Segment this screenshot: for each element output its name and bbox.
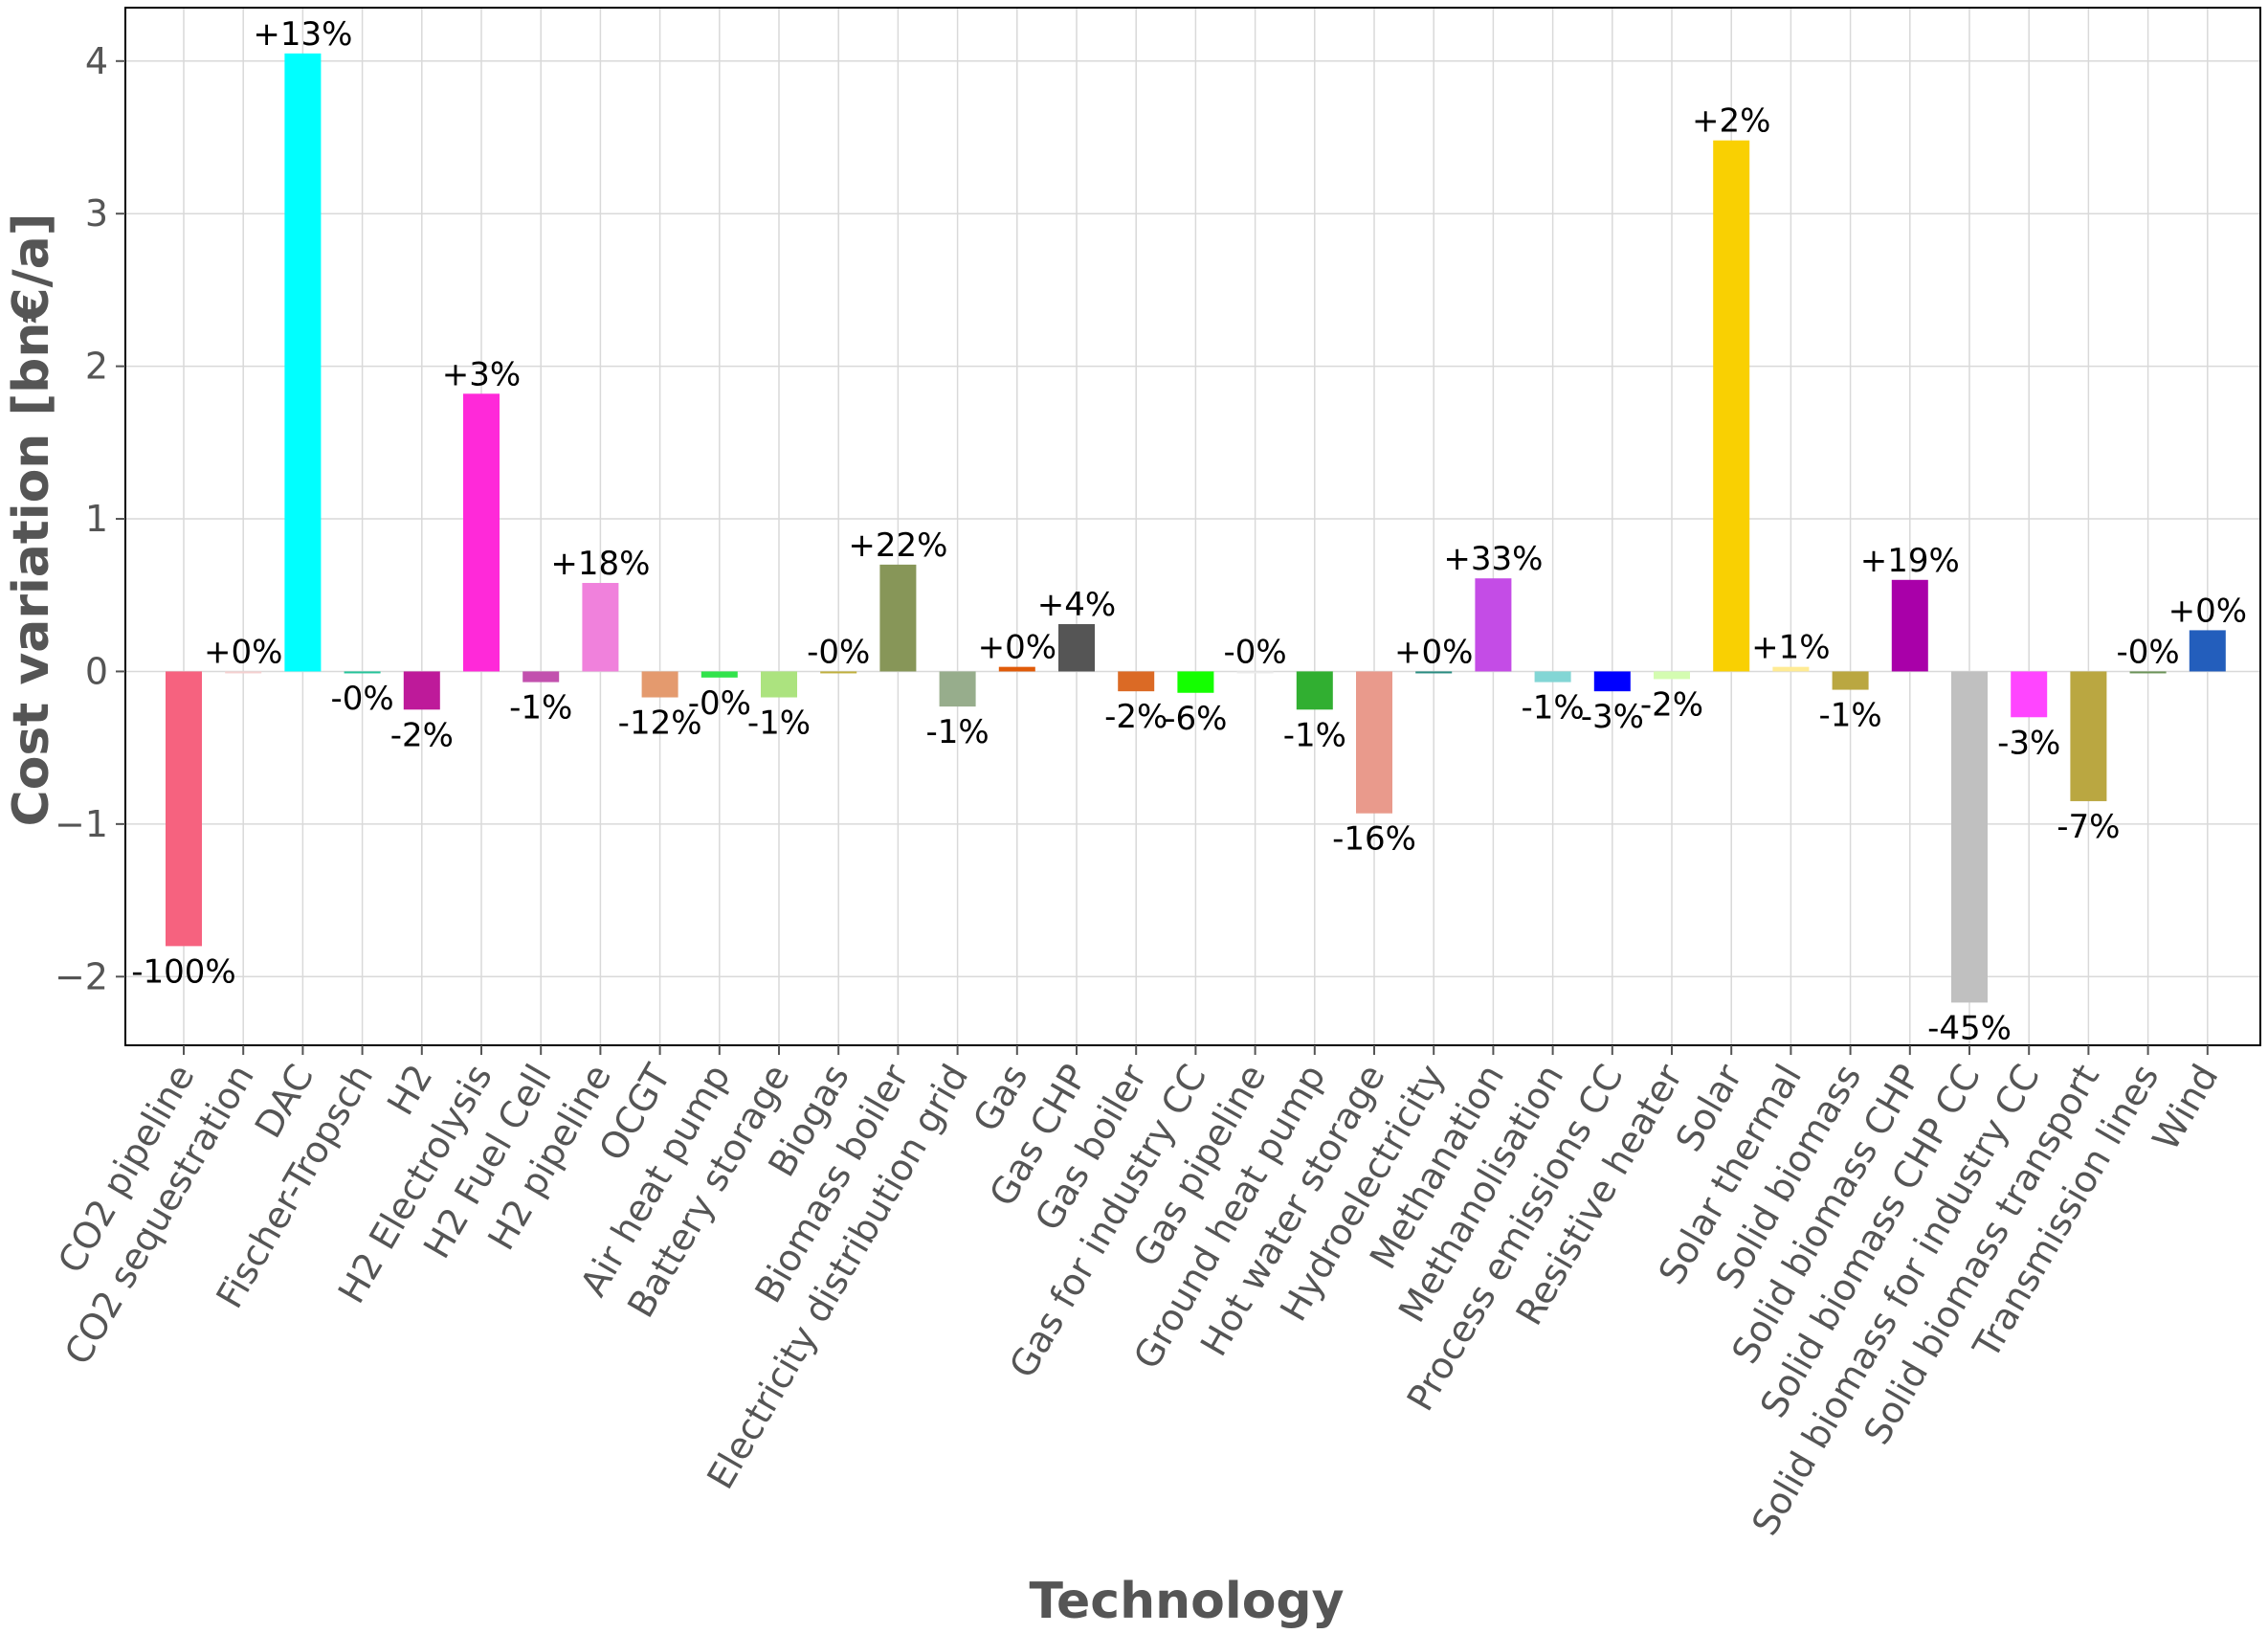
bar: [403, 671, 440, 710]
data-label: +22%: [848, 526, 947, 565]
bar: [1177, 671, 1214, 693]
data-label: -3%: [1997, 724, 2060, 762]
bar: [1475, 578, 1512, 672]
bar: [1296, 671, 1333, 710]
data-label: +0%: [204, 633, 282, 671]
data-label: -6%: [1164, 700, 1227, 738]
bar: [284, 53, 322, 672]
y-tick-label: −2: [55, 955, 108, 997]
data-label: -2%: [1104, 698, 1167, 736]
y-tick-label: 4: [85, 40, 108, 82]
data-label: -1%: [747, 705, 811, 743]
bar: [1593, 671, 1631, 692]
data-label: -45%: [1927, 1009, 2012, 1047]
bar: [2129, 671, 2167, 674]
bar: [1118, 671, 1155, 692]
bar: [2070, 671, 2107, 801]
y-axis-title: Cost variation [bn€/a]: [3, 213, 60, 827]
data-label: +3%: [442, 355, 521, 393]
y-tick-label: 1: [85, 498, 108, 540]
data-label: -0%: [330, 680, 393, 718]
data-label: +0%: [2168, 592, 2247, 630]
bar: [1832, 671, 1869, 690]
data-label: -0%: [807, 633, 870, 671]
data-label: -0%: [2116, 633, 2179, 671]
data-label: +19%: [1860, 542, 1960, 580]
bar: [1891, 579, 1928, 672]
plot-frame: [124, 7, 2261, 1046]
bar: [641, 671, 678, 698]
data-label: -2%: [1640, 685, 1703, 724]
y-tick-label: 0: [85, 650, 108, 692]
data-label: +13%: [253, 15, 352, 54]
data-label: -0%: [688, 684, 751, 723]
bar: [1236, 671, 1274, 674]
data-labels: -100%+0%+13%-0%-2%+3%-1%+18%-12%-0%-1%-0…: [131, 15, 2247, 1048]
bar: [2011, 671, 2048, 718]
bar: [1713, 140, 1750, 672]
bar: [2189, 630, 2226, 672]
bar: [761, 671, 797, 698]
bar: [463, 393, 500, 672]
y-tick-label: −1: [55, 803, 108, 845]
data-label: +4%: [1037, 586, 1116, 624]
data-label: -16%: [1332, 820, 1416, 859]
data-label: -1%: [1283, 716, 1346, 754]
data-label: -1%: [1818, 697, 1881, 735]
bar: [879, 564, 917, 672]
bar: [1415, 671, 1453, 674]
bar: [225, 671, 262, 674]
data-label: +1%: [1751, 629, 1830, 667]
bar: [166, 671, 202, 947]
y-tick-label: 2: [85, 346, 108, 388]
data-label: -7%: [2057, 808, 2120, 846]
data-label: -1%: [509, 689, 572, 727]
data-label: -0%: [1223, 633, 1286, 671]
data-label: +0%: [1394, 633, 1473, 671]
data-label: +0%: [978, 629, 1056, 667]
data-label: -2%: [390, 716, 454, 754]
bar: [998, 666, 1035, 672]
bar: [939, 671, 976, 707]
data-label: -3%: [1581, 698, 1644, 736]
bar: [1951, 671, 1988, 1003]
data-label: -1%: [1521, 689, 1584, 727]
data-label: +2%: [1692, 102, 1770, 141]
data-label: -100%: [131, 952, 235, 991]
bar: [523, 671, 560, 683]
bar: [1654, 671, 1690, 680]
bar: [344, 671, 381, 674]
y-tick-label: 3: [85, 192, 108, 235]
bars: [166, 53, 2226, 1003]
data-label: +33%: [1443, 540, 1543, 578]
bar: [1058, 624, 1095, 672]
bar: [1772, 666, 1810, 672]
bar: [1356, 671, 1392, 814]
data-label: -1%: [925, 713, 989, 751]
x-axis-title: Technology: [1029, 1573, 1344, 1630]
bar: [1534, 671, 1571, 683]
bar: [700, 671, 738, 678]
bar: [820, 671, 857, 674]
data-label: -12%: [618, 705, 702, 743]
data-label: +18%: [550, 545, 650, 583]
bar: [582, 582, 619, 672]
